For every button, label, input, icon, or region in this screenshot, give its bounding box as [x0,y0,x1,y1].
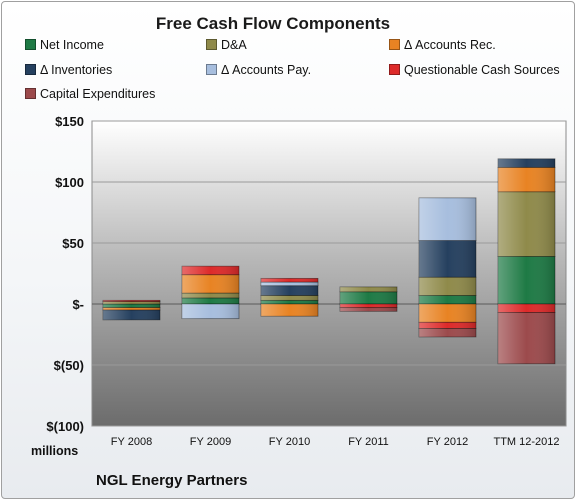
bar-gloss [498,304,555,313]
legend-item-inventories: Δ Inventories [25,63,112,77]
bar-gloss [419,322,476,329]
bar-gloss [182,297,239,304]
x-tick-label: FY 2008 [111,436,152,448]
plot-area [91,120,567,427]
legend-swatch [389,39,400,50]
legend-label: Δ Inventories [40,63,113,77]
bar-gloss [261,282,318,286]
bar-gloss [103,304,160,308]
x-tick-label: FY 2012 [427,436,468,448]
bar-gloss [419,295,476,304]
bar-gloss [261,295,318,301]
bar-gloss [261,304,318,317]
bar-gloss [182,293,239,298]
legend-swatch [206,64,217,75]
bar-gloss [182,266,239,275]
bar-gloss [340,307,397,312]
legend-label: Questionable Cash Sources [404,63,560,77]
y-tick-label: $(50) [54,358,84,373]
y-tick-label: $(100) [46,419,84,434]
legend-swatch [25,64,36,75]
x-tick-label: FY 2010 [269,436,310,448]
bar-gloss [103,300,160,302]
bar-gloss [103,310,160,320]
legend-item-accounts-rec: Δ Accounts Rec. [389,38,496,52]
legend-label: D&A [221,38,247,52]
bar-gloss [419,240,476,278]
x-tick-label: FY 2011 [348,436,389,448]
bar-gloss [340,286,397,292]
bar-gloss [498,256,555,304]
legend-item-net-income: Net Income [25,38,104,52]
bar-gloss [182,274,239,294]
legend-swatch [389,64,400,75]
y-tick-label: $50 [62,236,84,251]
bar-gloss [340,291,397,304]
legend-item-questionable: Questionable Cash Sources [389,63,560,77]
legend-item-capex: Capital Expenditures [25,87,155,101]
x-tick-label: FY 2009 [190,436,231,448]
y-tick-label: $150 [55,114,84,129]
legend-label: Net Income [40,38,104,52]
x-tick-label: TTM 12-2012 [493,436,559,448]
x-axis-ticks: FY 2008 FY 2009 FY 2010 FY 2011 FY 2012 TTM 1… [111,436,560,448]
y-axis-ticks: $(100) $(50) $- $50 $100 $150 [46,114,84,434]
bar-gloss [103,301,160,304]
bar-gloss [261,285,318,296]
y-tick-label: $100 [55,175,84,190]
gridlines [92,120,566,427]
bar-gloss [103,307,160,311]
legend-item-da: D&A [206,38,247,52]
company-name: NGL Energy Partners [96,472,248,489]
bar-gloss [498,158,555,168]
legend-label: Δ Accounts Pay. [221,63,312,77]
bar-gloss [498,312,555,364]
legend-swatch [206,39,217,50]
bar-gloss [419,197,476,241]
bar-gloss [419,277,476,296]
legend-swatch [25,39,36,50]
legend-swatch [25,88,36,99]
legend-label: Capital Expenditures [40,87,156,101]
bar-gloss [261,278,318,283]
legend-label: Δ Accounts Rec. [404,38,496,52]
bar-gloss [340,304,397,308]
bar-gloss [498,191,555,257]
y-tick-label: $- [72,297,84,312]
bar-gloss [419,328,476,337]
unit-label: millions [31,444,79,458]
legend: Net Income D&A Δ Accounts Rec. Δ Invento… [0,0,578,110]
bar-gloss [498,167,555,192]
bar-gloss [261,300,318,304]
bars [102,158,556,365]
legend-item-accounts-pay: Δ Accounts Pay. [206,63,311,77]
bar-gloss [182,304,239,319]
chart-title: Free Cash Flow Components [155,14,391,33]
bar-gloss [419,304,476,323]
